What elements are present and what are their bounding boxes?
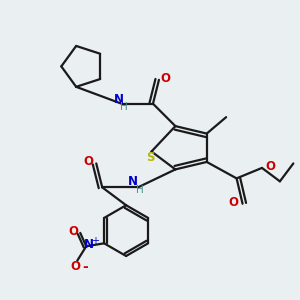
Text: H: H: [136, 185, 143, 195]
Text: O: O: [71, 260, 81, 273]
Text: N: N: [128, 176, 138, 188]
Text: O: O: [69, 225, 79, 238]
Text: O: O: [160, 72, 170, 85]
Text: S: S: [146, 151, 154, 164]
Text: O: O: [229, 196, 238, 209]
Text: +: +: [91, 236, 99, 246]
Text: O: O: [265, 160, 275, 173]
Text: N: N: [114, 93, 124, 106]
Text: H: H: [120, 102, 128, 112]
Text: N: N: [84, 238, 94, 251]
Text: O: O: [84, 155, 94, 168]
Text: -: -: [83, 260, 88, 274]
